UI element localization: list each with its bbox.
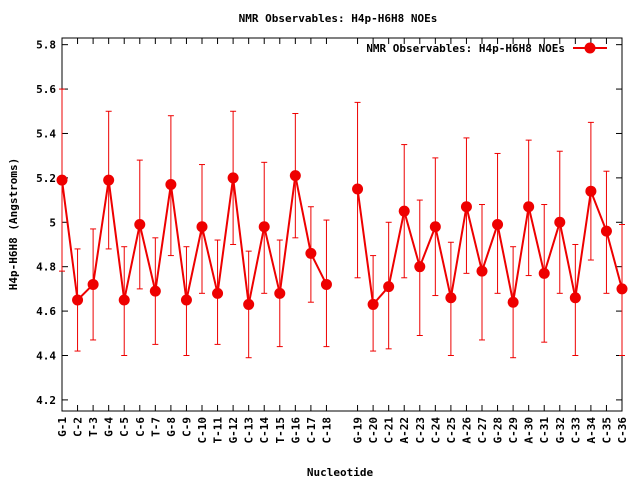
data-point (305, 247, 317, 259)
x-axis-label: Nucleotide (307, 466, 374, 479)
legend: NMR Observables: H4p-H6H8 NOEs (366, 42, 607, 55)
x-tick-label: C-10 (196, 417, 209, 444)
y-tick-label: 5.2 (36, 172, 56, 185)
x-tick-label: T-7 (149, 417, 162, 437)
y-tick-label: 4.4 (36, 349, 56, 362)
data-point (212, 287, 224, 299)
x-tick-label: A-34 (585, 417, 598, 444)
data-point (196, 221, 208, 233)
data-point (103, 174, 115, 186)
x-tick-label: C-23 (414, 417, 427, 444)
x-tick-label: C-21 (383, 417, 396, 444)
data-point (367, 298, 379, 310)
x-tick-label: G-28 (492, 417, 505, 444)
x-tick-label: C-29 (507, 417, 520, 444)
data-point (538, 267, 550, 279)
y-tick-label: 5.6 (36, 83, 56, 96)
x-tick-label: G-32 (554, 417, 567, 444)
plot-frame (61, 37, 623, 412)
data-point (414, 261, 426, 273)
data-point (243, 298, 255, 310)
y-axis-label: H4p-H6H8 (Angstroms) (7, 158, 20, 290)
x-tick-label: C-14 (258, 417, 271, 444)
data-point (72, 294, 84, 306)
data-point (352, 183, 364, 195)
x-tick-label: G-19 (352, 417, 365, 444)
x-tick-label: G-8 (165, 417, 178, 437)
data-point (554, 216, 566, 228)
y-tick-label: 5.4 (36, 127, 56, 140)
x-tick-label: C-6 (134, 417, 147, 437)
data-point (320, 278, 332, 290)
data-point (585, 185, 597, 197)
data-point (492, 219, 504, 230)
y-tick-label: 5 (49, 216, 56, 229)
x-tick-label: C-31 (538, 417, 551, 444)
y-tick-label: 5.8 (36, 39, 56, 52)
x-tick-label: C-9 (180, 417, 193, 437)
data-point (289, 170, 301, 182)
y-tick-label: 4.2 (36, 394, 56, 407)
data-point (600, 225, 612, 237)
x-tick-label: G-12 (227, 417, 240, 444)
x-tick-label: C-35 (600, 417, 613, 444)
x-tick-label: C-33 (569, 417, 582, 444)
y-tick-label: 4.8 (36, 261, 56, 274)
x-tick-label: C-13 (243, 417, 256, 444)
x-tick-label: T-15 (274, 417, 287, 444)
chart-title: NMR Observables: H4p-H6H8 NOEs (239, 12, 438, 25)
x-axis: G-1 C-2 T-3 G-4 C-5 C-6 T-7 G-8 C-9 C-10 T-11 G-12 C… (56, 38, 629, 444)
x-tick-label: G-16 (289, 417, 302, 444)
x-tick-label: T-3 (87, 417, 100, 437)
series-line (61, 175, 328, 305)
data-point (87, 278, 99, 290)
legend-marker (584, 42, 596, 54)
x-tick-label: C-24 (429, 417, 442, 444)
data-point (569, 292, 581, 304)
data-point (616, 283, 628, 295)
data-point (180, 294, 192, 306)
data-point (149, 285, 161, 297)
series-line (356, 187, 623, 307)
x-tick-label: A-26 (460, 417, 473, 444)
x-tick-label: A-30 (523, 417, 536, 444)
data-point (56, 174, 68, 186)
data-point (383, 281, 395, 293)
data-point (258, 221, 270, 233)
data-point (118, 294, 130, 306)
data-point (165, 179, 177, 191)
x-tick-label: T-11 (212, 417, 225, 444)
series-lines (61, 175, 623, 307)
data-point (507, 296, 519, 308)
x-tick-label: C-18 (320, 417, 333, 444)
data-point (476, 265, 488, 277)
x-tick-label: C-25 (445, 417, 458, 444)
y-axis: 4.2 4.4 4.6 4.8 5 5.2 5.4 5.6 5.8 (36, 39, 622, 407)
data-point (274, 287, 286, 299)
x-tick-label: C-17 (305, 417, 318, 444)
data-point (460, 201, 472, 213)
data-point (398, 205, 410, 217)
x-tick-label: C-5 (118, 417, 131, 437)
x-tick-label: C-27 (476, 417, 489, 444)
legend-label: NMR Observables: H4p-H6H8 NOEs (366, 42, 565, 55)
data-point (227, 172, 239, 184)
x-tick-label: C-36 (616, 417, 629, 444)
x-tick-label: A-22 (398, 417, 411, 444)
x-tick-label: G-1 (56, 417, 69, 437)
x-tick-label: G-4 (103, 417, 116, 437)
x-tick-label: C-20 (367, 417, 380, 444)
y-tick-label: 4.6 (36, 305, 56, 318)
data-point (445, 292, 457, 304)
data-point (523, 201, 535, 213)
data-point (134, 219, 146, 230)
data-point (429, 221, 441, 233)
data-points (56, 170, 628, 310)
x-tick-label: C-2 (72, 417, 85, 437)
